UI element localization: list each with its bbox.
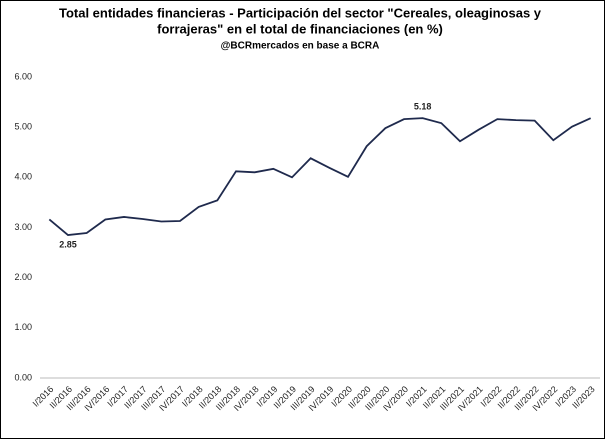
chart-subtitle: @BCRmercados en base a BCRA [221, 41, 380, 52]
chart-title: Total entidades financieras - Participac… [59, 5, 542, 20]
y-tick-label: 4.00 [14, 172, 32, 182]
y-tick-label: 2.00 [14, 272, 32, 282]
chart-title: forrajeras" en el total de financiacione… [157, 21, 443, 36]
data-label: 5.18 [414, 102, 432, 112]
y-tick-label: 1.00 [14, 322, 32, 332]
y-tick-label: 5.00 [14, 122, 32, 132]
y-tick-label: 0.00 [14, 372, 32, 382]
y-tick-label: 3.00 [14, 222, 32, 232]
series-line [48, 117, 592, 236]
y-tick-label: 6.00 [14, 71, 32, 81]
data-label: 2.85 [59, 239, 77, 249]
